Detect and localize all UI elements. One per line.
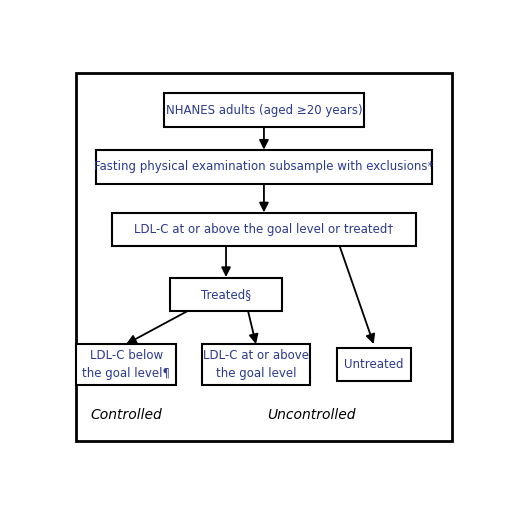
Text: Fasting physical examination subsample with exclusions*: Fasting physical examination subsample w…	[94, 160, 434, 174]
FancyBboxPatch shape	[96, 150, 432, 184]
Text: Treated§: Treated§	[201, 288, 251, 301]
FancyBboxPatch shape	[76, 73, 452, 441]
FancyBboxPatch shape	[337, 348, 410, 381]
Text: Controlled: Controlled	[90, 408, 162, 421]
Text: LDL-C at or above
the goal level: LDL-C at or above the goal level	[203, 349, 309, 380]
FancyBboxPatch shape	[112, 213, 416, 246]
Text: Uncontrolled: Uncontrolled	[268, 408, 356, 421]
Text: LDL-C at or above the goal level or treated†: LDL-C at or above the goal level or trea…	[134, 223, 393, 236]
FancyBboxPatch shape	[76, 344, 176, 385]
Text: Untreated: Untreated	[344, 358, 403, 372]
FancyBboxPatch shape	[164, 94, 364, 127]
Text: NHANES adults (aged ≥20 years): NHANES adults (aged ≥20 years)	[166, 103, 362, 117]
FancyBboxPatch shape	[170, 277, 282, 311]
Text: LDL-C below
the goal level¶: LDL-C below the goal level¶	[82, 349, 170, 380]
FancyBboxPatch shape	[202, 344, 310, 385]
